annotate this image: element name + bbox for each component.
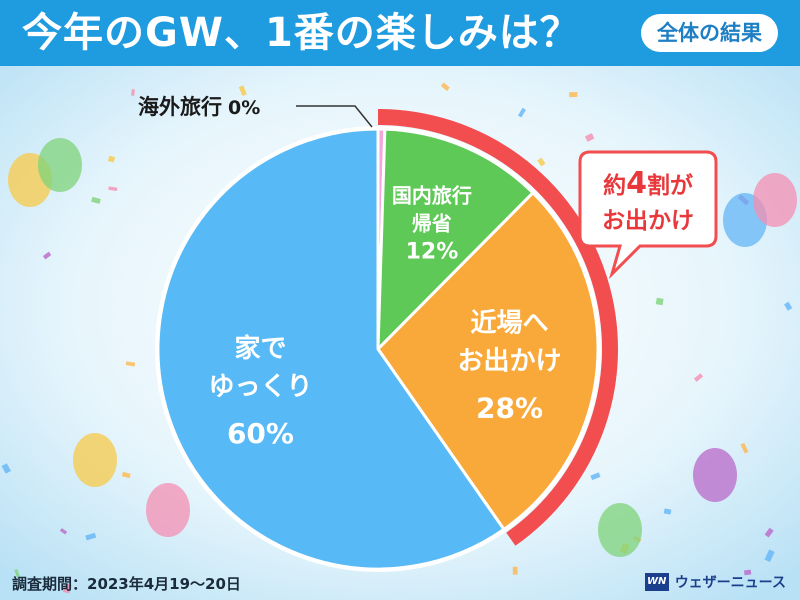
balloon	[73, 433, 117, 487]
overseas-leader-line	[296, 105, 373, 128]
confetti	[131, 89, 135, 96]
decorations	[1, 82, 797, 594]
pie-slice-1	[376, 127, 535, 351]
balloon	[146, 483, 190, 537]
balloon	[598, 503, 642, 557]
confetti	[14, 568, 21, 579]
slice-label-3: 家でゆっくり 60%	[208, 333, 312, 450]
balloon	[693, 448, 737, 502]
slice-label-1: 国内旅行帰省 12%	[392, 184, 472, 265]
confetti	[784, 301, 793, 311]
confetti	[121, 471, 131, 479]
survey-period: 調査期間：2023年4月19～20日	[12, 575, 241, 593]
confetti	[42, 251, 52, 260]
confetti	[764, 549, 775, 563]
slice-label-2: 近場へお出かけ 28%	[458, 308, 562, 424]
pie-chart: 国内旅行帰省 12% 近場へお出かけ 28% 家でゆっくり 60% 海外旅行 0% 約4割が…	[0, 66, 800, 600]
confetti	[440, 82, 450, 91]
confetti	[125, 361, 136, 367]
brand-logo: WN ウェザーニュース	[644, 570, 786, 594]
callout-line1: 約4割が	[603, 166, 693, 201]
pie-slices	[155, 126, 601, 572]
confetti	[512, 566, 518, 575]
callout-box	[578, 150, 718, 280]
overseas-label: 海外旅行 0%	[138, 95, 260, 119]
slice-labels: 国内旅行帰省 12% 近場へお出かけ 28% 家でゆっくり 60%	[208, 184, 561, 450]
confetti	[517, 107, 526, 118]
confetti	[569, 92, 578, 98]
overseas-label-group: 海外旅行 0%	[138, 95, 373, 128]
confetti	[740, 442, 749, 454]
confetti	[743, 569, 752, 576]
confetti	[108, 186, 118, 192]
pie-slice-2	[376, 191, 600, 531]
confetti	[590, 472, 601, 481]
balloon	[38, 138, 82, 192]
confetti	[59, 528, 68, 535]
confetti	[238, 85, 247, 97]
callout-line2: お出かけ	[602, 208, 694, 234]
balloon	[753, 173, 797, 227]
confetti	[693, 373, 704, 382]
confetti	[584, 133, 595, 142]
confetti	[1, 463, 12, 474]
confetti	[764, 527, 774, 538]
confetti	[537, 157, 546, 167]
weathernews-logo-icon: WN	[644, 573, 669, 591]
confetti	[85, 532, 97, 541]
callout-bubble: 約4割が お出かけ	[578, 150, 718, 280]
result-badge: 全体の結果	[641, 14, 778, 52]
confetti	[107, 155, 116, 163]
confetti	[62, 583, 72, 594]
chart-area: 国内旅行帰省 12% 近場へお出かけ 28% 家でゆっくり 60% 海外旅行 0% 約4割が…	[0, 66, 800, 600]
header-bar: 今年のGW、1番の楽しみは？ 全体の結果	[0, 0, 800, 66]
confetti	[91, 196, 101, 204]
page-title: 今年のGW、1番の楽しみは？	[22, 10, 581, 56]
pie-slice-3	[156, 127, 506, 571]
brand-name: ウェザーニュース	[674, 575, 786, 591]
confetti	[663, 508, 672, 515]
confetti	[655, 297, 664, 306]
